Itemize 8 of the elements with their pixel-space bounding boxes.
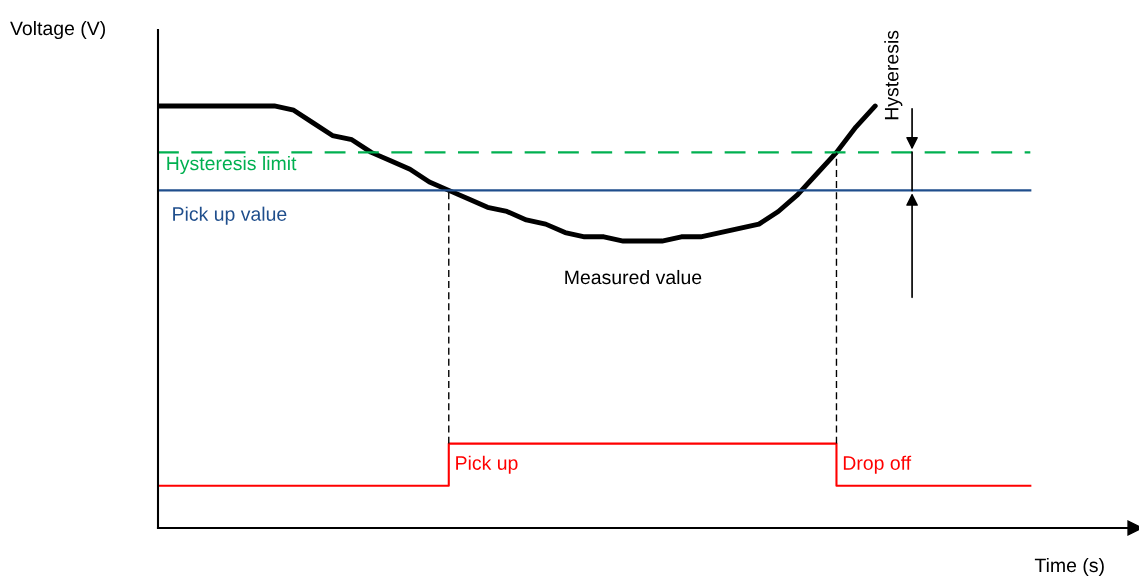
ref-line-label: Pick up value [173, 206, 287, 225]
annotation: Pick up [456, 455, 518, 474]
annotation: Drop off [843, 455, 912, 474]
y-axis-title: Voltage (V) [10, 20, 105, 40]
x-axis-title: Time (s) [1034, 557, 1104, 577]
ref-line-label: Hysteresis limit [167, 155, 297, 175]
annotation: Hysteresis [884, 30, 903, 120]
series-label: Measured value [565, 269, 702, 285]
